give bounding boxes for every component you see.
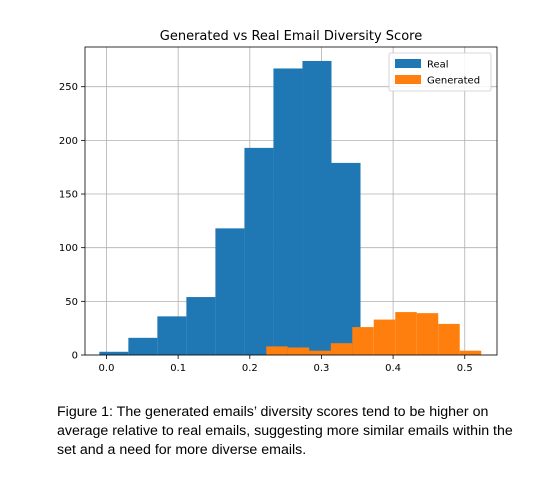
histogram-bar-generated [459,350,482,355]
histogram-bar-real [157,316,187,355]
histogram-bar-real [215,228,245,355]
x-tick-label: 0.5 [457,363,473,374]
x-tick-label: 0.1 [170,363,186,374]
histogram-bar-generated [438,323,460,355]
histogram-bar-generated [416,313,439,355]
plot-frame [84,46,498,356]
legend-label-generated: Generated [427,76,480,87]
bars [99,60,482,356]
y-tick-label: 100 [59,243,78,254]
histogram-bar-generated [309,350,331,355]
histogram-bar-real [331,162,361,355]
histogram-bar-generated [352,327,374,355]
histogram-bar-real [128,337,158,355]
histogram-bar-generated [395,312,417,355]
legend: Real Generated [388,52,492,92]
x-tick-label: 0.3 [313,363,329,374]
legend-label-real: Real [427,60,449,71]
y-tick-label: 150 [59,190,78,201]
histogram-bar-real [273,68,303,356]
histogram-bar-real [244,147,274,355]
histogram-bar-real [99,351,129,355]
histogram-bar-generated [266,346,288,355]
y-tick-label: 250 [59,82,78,93]
x-tick-label: 0.2 [242,363,258,374]
x-axis-ticks: 0.0 0.1 0.2 0.3 0.4 0.5 [99,355,473,374]
histogram-bar-generated [287,347,310,355]
x-tick-label: 0.0 [99,363,115,374]
y-tick-label: 200 [59,136,78,147]
y-tick-label: 0 [72,351,78,362]
histogram-chart: Generated vs Real Email Diversity Score … [59,29,498,374]
histogram-bar-generated [373,319,396,355]
x-tick-label: 0.4 [385,363,401,374]
histogram-bar-real [302,60,332,355]
histogram-bar-real [186,297,216,355]
y-tick-label: 50 [65,297,78,308]
legend-swatch-generated [395,75,421,84]
y-axis-ticks: 0 50 100 150 200 250 [59,82,85,362]
chart-title: Generated vs Real Email Diversity Score [160,29,422,44]
figure-caption: Figure 1: The generated emails’ diversit… [57,404,513,458]
histogram-bar-generated [330,343,353,355]
legend-swatch-real [395,59,421,68]
